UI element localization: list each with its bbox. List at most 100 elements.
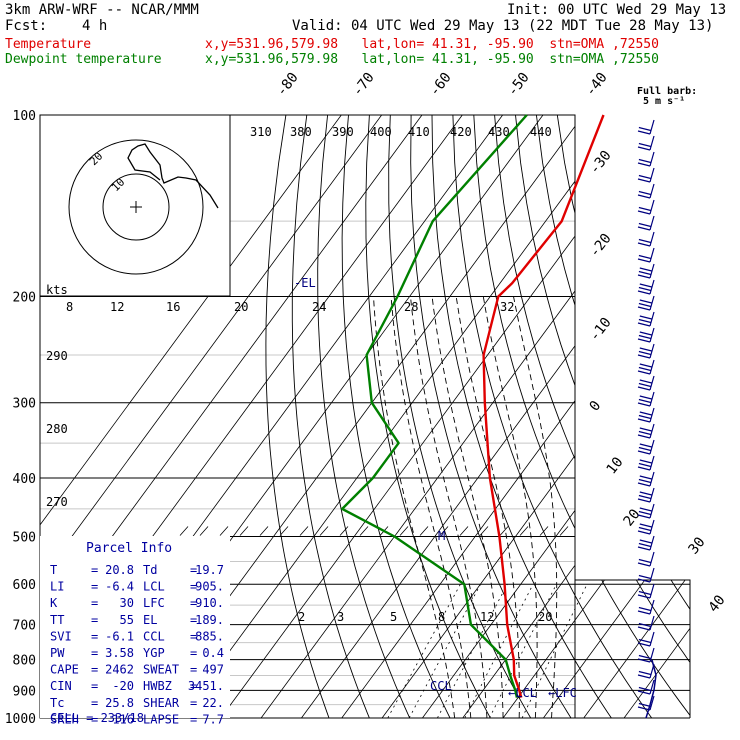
- plot-frame-extension: [575, 579, 691, 718]
- wind-barb-flag: [639, 523, 652, 528]
- parcel-field-label: CCL: [143, 629, 165, 643]
- wind-barb: [649, 311, 655, 327]
- wind-barb-flag: [637, 434, 651, 439]
- el-label: -EL: [294, 276, 316, 290]
- wind-barb-flag: [637, 642, 651, 647]
- parcel-field-label: Td: [143, 563, 157, 577]
- wind-barb-flag: [638, 254, 652, 260]
- parcel-field-label: CIN: [50, 679, 72, 693]
- dry-adiabat: [703, 115, 740, 718]
- wind-barb-flag: [637, 562, 651, 567]
- dry-adiabat: [494, 115, 690, 718]
- hodograph-ring: [68, 139, 204, 275]
- dry-adiabat: [473, 115, 690, 718]
- parcel-field-eq: =: [91, 696, 98, 710]
- mixing-ratio-label: 3: [337, 610, 344, 624]
- isobar-tick: [179, 526, 189, 536]
- parcel-field-eq: =: [190, 712, 197, 726]
- wind-barb: [649, 439, 655, 455]
- pressure-label: 600: [13, 578, 36, 593]
- dry-adiabat: [410, 115, 572, 718]
- theta-label: 430: [488, 125, 510, 139]
- isotherm-label: -30: [587, 148, 615, 178]
- hodograph-speed-label: 16: [166, 300, 180, 314]
- parcel-field-eq: =: [91, 580, 98, 594]
- wind-barb-flag: [638, 414, 652, 420]
- parcel-field-value: 3451.: [188, 679, 224, 693]
- parcel-field-label: Tc: [50, 696, 64, 710]
- theta-label: 410: [408, 125, 430, 139]
- theta-label: 420: [450, 125, 472, 139]
- parcel-field-value: 2462: [105, 663, 134, 677]
- parcel-info-title: Parcel Info: [86, 541, 172, 556]
- wind-barb-flag: [639, 411, 652, 416]
- parcel-field-value: 3.58: [105, 646, 134, 660]
- parcel-field-eq: =: [190, 613, 197, 627]
- wind-barb-flag: [637, 498, 651, 503]
- wind-barb-flag: [639, 331, 652, 336]
- theta-label: 390: [332, 125, 354, 139]
- pressure-label: 400: [13, 472, 36, 487]
- wind-barb: [649, 375, 655, 391]
- wind-barb: [649, 391, 655, 407]
- mixing-ratio-label: 12: [480, 610, 494, 624]
- moist-adiabat: [455, 296, 520, 718]
- wind-barb-flag: [637, 658, 651, 663]
- wind-barb-flag: [638, 222, 652, 228]
- wind-barb-flag: [637, 146, 651, 151]
- hodograph-speed-label: 28: [404, 300, 418, 314]
- hodograph-speed-label: 32: [500, 300, 514, 314]
- isotherm: [40, 115, 342, 718]
- wind-barb-flag: [638, 510, 652, 516]
- dry-adiabat: [431, 115, 612, 718]
- wind-barb-flag: [637, 674, 651, 679]
- wind-barb-flag: [639, 283, 652, 288]
- wind-barb-flag: [638, 590, 652, 596]
- parcel-field-eq: =: [190, 563, 197, 577]
- parcel-field-label: SHEAR: [143, 696, 180, 710]
- wind-barb-low: [645, 659, 657, 719]
- wind-barb-flag: [638, 542, 652, 548]
- isotherm-label: -70: [350, 70, 378, 100]
- parcel-field-value: 55: [120, 613, 134, 627]
- dry-adiabat: [556, 115, 690, 718]
- hodograph-speed-label: 20: [234, 300, 248, 314]
- pressure-label: 900: [13, 684, 36, 699]
- parcel-field-eq: =: [91, 712, 98, 726]
- wind-barb: [649, 407, 655, 423]
- dry-adiabat: [515, 115, 690, 718]
- wind-barb: [649, 615, 655, 631]
- wind-barb-flag: [637, 594, 651, 599]
- wind-barb: [649, 215, 655, 231]
- wind-barb: [649, 199, 655, 215]
- barb-legend-units: 5 m s⁻¹: [643, 96, 685, 107]
- wind-barb-flag: [639, 459, 652, 464]
- mixing-ratio-label: 2: [298, 610, 305, 624]
- wind-barb: [649, 279, 655, 295]
- dry-adiabat: [598, 115, 690, 718]
- wind-barb-flag: [638, 158, 652, 164]
- dry-adiabat: [661, 115, 690, 718]
- wind-barb-flag: [637, 386, 651, 391]
- isotherm: [422, 115, 690, 718]
- dry-adiabat: [317, 115, 411, 718]
- wind-barb-flag: [638, 430, 652, 436]
- wind-barb-flag: [639, 507, 652, 512]
- isobar-tick: [339, 526, 349, 536]
- isobar-tick: [519, 526, 529, 536]
- parcel-field-value: 0.4: [202, 646, 224, 660]
- wind-barb-flag: [639, 491, 652, 496]
- wind-barb: [649, 135, 655, 151]
- hodograph-trace: [127, 143, 219, 209]
- theta-label: 440: [530, 125, 552, 139]
- wind-barb-flag: [638, 478, 652, 484]
- parcel-field-label: HWBZ: [143, 679, 172, 693]
- wind-barb-flag: [639, 363, 652, 368]
- isobar-tick: [439, 526, 449, 536]
- parcel-field-eq: =: [91, 629, 98, 643]
- parcel-field-value: 497: [202, 663, 224, 677]
- wind-barb: [649, 631, 655, 647]
- hodograph-speed-label: 12: [110, 300, 124, 314]
